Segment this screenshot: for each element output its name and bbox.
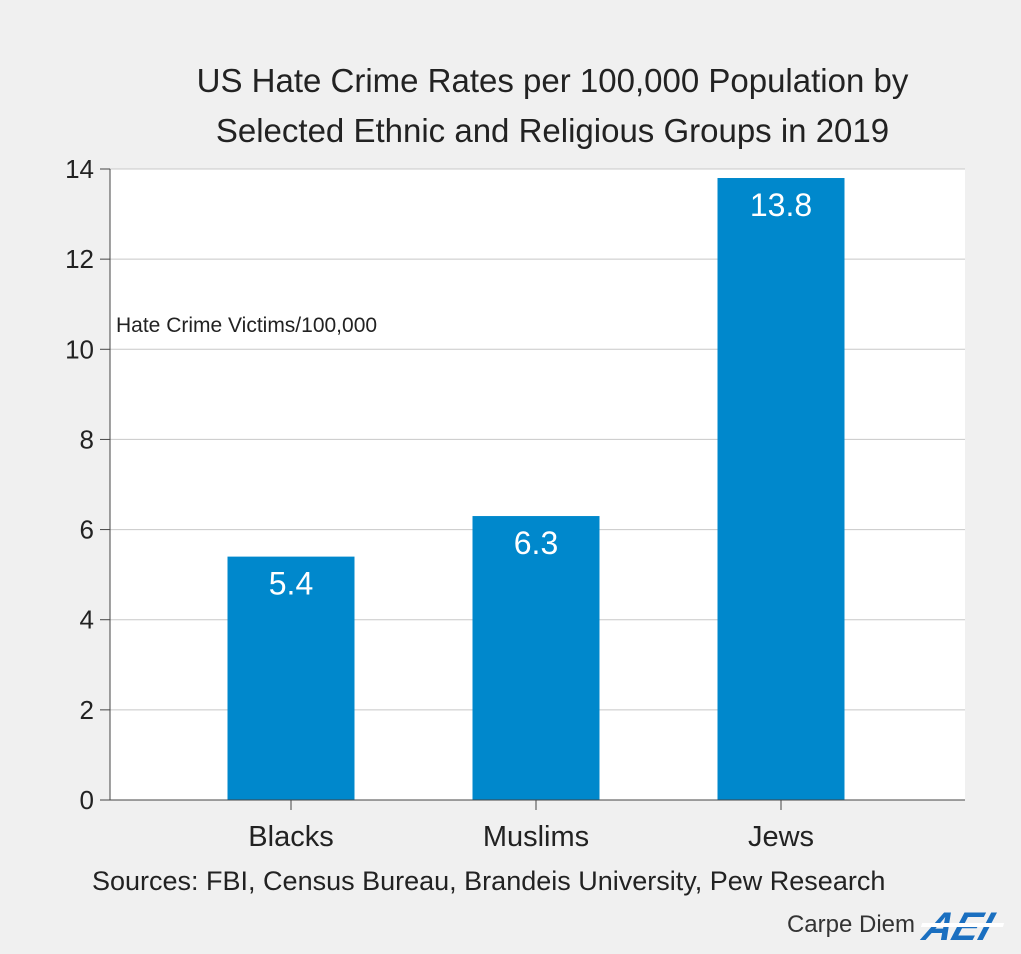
- chart-title-line-2: Selected Ethnic and Religious Groups in …: [215, 112, 890, 149]
- y-tick-label: 4: [80, 605, 94, 635]
- axis-ticks: 0 2 4 6 8 10 12 14 Blacks Muslims Jews: [65, 154, 814, 853]
- chart-title: US Hate Crime Rates per 100,000 Populati…: [0, 56, 1021, 156]
- bar-blacks: [227, 556, 355, 800]
- bar-muslims: [472, 516, 600, 800]
- y-tick-label: 2: [80, 695, 94, 725]
- sources-note: Sources: FBI, Census Bureau, Brandeis Un…: [92, 866, 886, 896]
- y-tick-label: 8: [80, 424, 94, 454]
- brand-name: Carpe Diem: [786, 911, 915, 938]
- bars: 5.4 6.3 13.8: [227, 178, 845, 800]
- data-label: 6.3: [514, 525, 558, 561]
- chart-title-line-1: US Hate Crime Rates per 100,000 Populati…: [196, 62, 909, 99]
- x-tick-label: Jews: [748, 821, 814, 853]
- bar-jews: [717, 178, 845, 800]
- y-tick-label: 6: [80, 515, 94, 545]
- y-axis-label: Hate Crime Victims/100,000: [116, 314, 377, 337]
- y-tick-label: 10: [65, 334, 94, 364]
- aei-logo-icon: AEI: [919, 904, 1005, 948]
- x-tick-label: Muslims: [483, 821, 589, 853]
- y-tick-label: 0: [80, 785, 94, 815]
- data-label: 13.8: [750, 187, 812, 223]
- y-tick-label: 14: [65, 154, 94, 184]
- x-tick-label: Blacks: [248, 821, 333, 853]
- data-label: 5.4: [269, 566, 313, 602]
- brand: Carpe Diem AEI: [787, 902, 1005, 948]
- y-tick-label: 12: [65, 244, 94, 274]
